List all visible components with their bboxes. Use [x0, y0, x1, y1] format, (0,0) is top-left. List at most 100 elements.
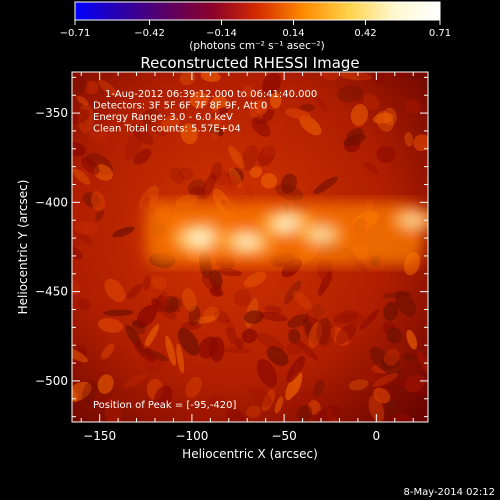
- texture-speckle: [202, 306, 220, 323]
- colorbar-ticks: −0.71 −0.42 −0.14 0.14 0.42 0.71: [60, 20, 451, 39]
- texture-speckle: [217, 267, 242, 277]
- texture-speckle: [299, 115, 322, 136]
- texture-speckle: [280, 173, 297, 194]
- texture-speckle: [267, 123, 283, 134]
- y-tick-label: −500: [35, 374, 68, 388]
- texture-speckle: [143, 324, 159, 350]
- texture-speckle: [404, 374, 425, 393]
- texture-speckle: [262, 140, 286, 157]
- texture-speckle: [262, 72, 282, 95]
- texture-speckle: [209, 286, 223, 297]
- texture-speckle: [359, 309, 380, 330]
- texture-speckle: [383, 348, 400, 366]
- texture-speckle: [296, 404, 313, 422]
- texture-speckle: [210, 107, 221, 140]
- texture-speckle: [384, 399, 401, 416]
- texture-speckle: [210, 106, 230, 119]
- texture-speckle: [303, 300, 328, 319]
- texture-speckle: [223, 347, 253, 354]
- texture-speckle: [261, 389, 275, 412]
- x-tick-label: 0: [373, 429, 381, 443]
- texture-speckle: [330, 326, 350, 346]
- heatmap-sources: [145, 201, 428, 265]
- texture-speckle: [376, 111, 394, 132]
- texture-speckle: [402, 353, 416, 362]
- texture-speckle: [209, 393, 225, 409]
- texture-speckle: [413, 134, 428, 152]
- colorbar-tick-label: −0.14: [206, 28, 237, 39]
- emission-source: [378, 202, 428, 238]
- annotations: 1-Aug-2012 06:39:12.000 to 06:41:40.000D…: [93, 89, 317, 135]
- texture-speckle: [182, 288, 197, 312]
- texture-speckle: [337, 84, 364, 103]
- y-tick-label: −350: [35, 106, 68, 120]
- texture-speckle: [241, 328, 258, 344]
- y-tick-label: −400: [35, 195, 68, 209]
- texture-speckle: [243, 271, 267, 288]
- texture-speckle: [187, 179, 207, 197]
- texture-speckle: [275, 184, 304, 201]
- colorbar: −0.71 −0.42 −0.14 0.14 0.42 0.71 (photons cm⁻…: [60, 1, 451, 52]
- texture-speckle: [254, 99, 268, 115]
- texture-speckle: [100, 343, 115, 360]
- texture-speckle: [180, 123, 198, 145]
- texture-speckle: [386, 327, 402, 344]
- texture-speckle: [316, 317, 332, 346]
- texture-speckle: [91, 191, 106, 212]
- texture-speckle: [124, 131, 143, 161]
- texture-speckle: [81, 157, 100, 175]
- texture-speckle: [97, 318, 124, 333]
- texture-speckle: [350, 104, 369, 126]
- texture-speckle: [318, 321, 336, 348]
- texture-speckle: [248, 386, 272, 407]
- texture-speckle: [234, 337, 244, 350]
- emission-source: [283, 215, 359, 254]
- texture-speckle: [98, 79, 118, 97]
- texture-speckle: [169, 167, 185, 185]
- texture-speckle: [292, 290, 312, 309]
- x-tick-label: −100: [175, 429, 208, 443]
- texture-speckle: [160, 115, 180, 133]
- texture-speckle: [153, 385, 173, 408]
- texture-speckle: [417, 350, 428, 374]
- texture-speckle: [195, 132, 221, 151]
- chart-title: Reconstructed RHESSI Image: [140, 54, 359, 72]
- texture-speckle: [134, 341, 156, 362]
- texture-speckle: [122, 373, 148, 388]
- texture-speckle: [308, 322, 323, 348]
- texture-speckle: [103, 309, 134, 317]
- texture-speckle: [348, 379, 369, 391]
- x-tick-label: −150: [83, 429, 116, 443]
- texture-speckle: [76, 95, 89, 106]
- texture-speckle: [363, 162, 379, 174]
- texture-speckle: [198, 336, 218, 359]
- x-axis-label: Heliocentric X (arcsec): [182, 447, 318, 461]
- texture-speckle: [88, 128, 107, 142]
- texture-speckle: [241, 145, 259, 171]
- texture-speckle: [97, 374, 114, 394]
- texture-speckle: [136, 305, 157, 327]
- texture-speckle: [246, 405, 262, 419]
- texture-speckle: [165, 335, 176, 366]
- texture-speckle: [249, 166, 263, 178]
- texture-speckle: [242, 85, 255, 98]
- texture-speckle: [72, 244, 83, 260]
- texture-speckle: [72, 168, 91, 185]
- texture-speckle: [346, 127, 364, 142]
- texture-speckle: [406, 329, 418, 350]
- texture-speckle: [178, 167, 194, 180]
- texture-speckle: [77, 298, 91, 311]
- texture-speckle: [200, 72, 221, 82]
- texture-speckle: [286, 356, 306, 383]
- texture-speckle: [392, 72, 407, 79]
- texture-speckle: [363, 93, 379, 111]
- texture-speckle: [284, 280, 302, 305]
- texture-speckle: [143, 275, 151, 291]
- plot-frame: [71, 71, 429, 423]
- texture-speckle: [286, 340, 305, 356]
- texture-speckle: [133, 148, 152, 165]
- texture-speckle: [162, 295, 179, 314]
- texture-speckle: [190, 91, 209, 109]
- x-tick-label: −50: [271, 429, 296, 443]
- texture-speckle: [131, 124, 154, 146]
